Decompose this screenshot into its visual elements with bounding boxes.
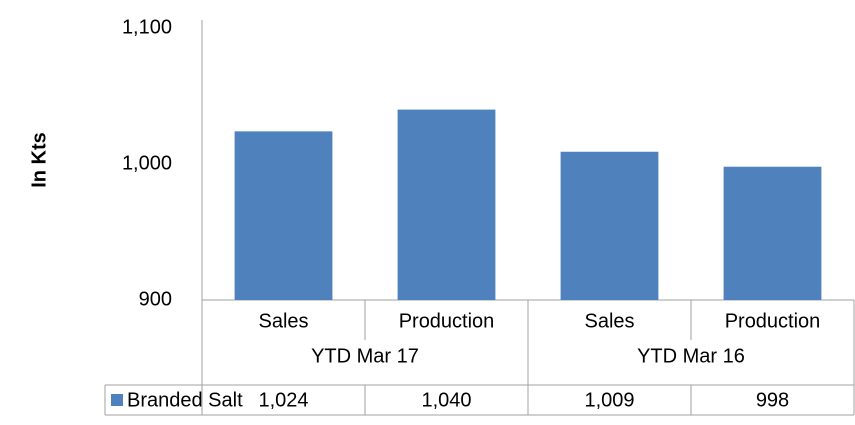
bar	[234, 131, 333, 300]
data-table-value: 1,024	[258, 389, 308, 411]
x-tick-label: Sales	[258, 310, 308, 332]
y-axis-label: In Kts	[28, 132, 50, 188]
bar	[723, 166, 822, 300]
x-tick-label: Production	[725, 310, 821, 332]
legend-swatch	[111, 394, 123, 406]
bar	[397, 109, 496, 300]
bar	[560, 151, 659, 300]
x-tick-label: Sales	[584, 310, 634, 332]
group-label: YTD Mar 17	[311, 345, 419, 367]
x-tick-label: Production	[399, 310, 495, 332]
y-tick-label: 1,100	[122, 16, 172, 38]
data-table-value: 1,040	[421, 389, 471, 411]
y-tick-label: 1,000	[122, 152, 172, 174]
group-label: YTD Mar 16	[637, 345, 745, 367]
data-table-value: 998	[756, 389, 789, 411]
legend-label: Branded Salt	[127, 389, 243, 411]
y-tick-label: 900	[139, 288, 172, 310]
data-table-value: 1,009	[584, 389, 634, 411]
